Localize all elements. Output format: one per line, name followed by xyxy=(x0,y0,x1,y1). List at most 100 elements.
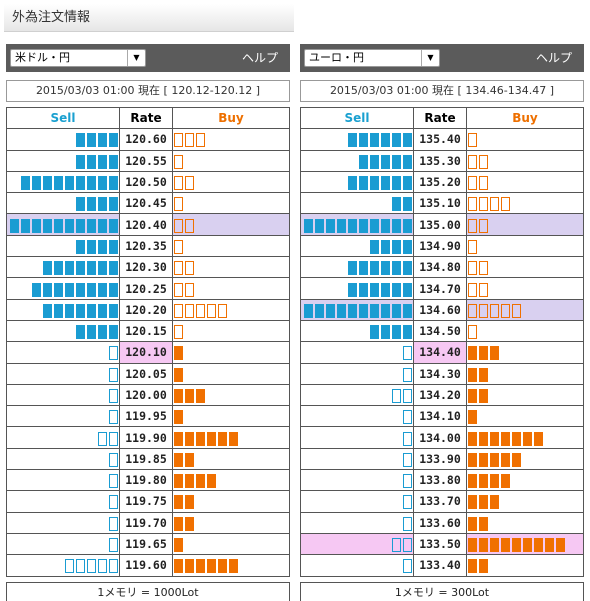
buy-block xyxy=(490,346,499,361)
buy-block xyxy=(523,538,532,553)
sell-block xyxy=(403,516,412,531)
sell-block xyxy=(98,261,107,276)
help-link[interactable]: ヘルプ xyxy=(535,51,572,65)
sell-block xyxy=(403,538,412,553)
order-book-row: 134.80 xyxy=(300,256,584,279)
rate-cell: 119.70 xyxy=(119,511,173,534)
sell-block xyxy=(109,303,118,318)
sell-volume-bar xyxy=(6,341,120,364)
order-book-row: 120.00 xyxy=(6,383,290,407)
buy-volume-bar xyxy=(172,362,290,385)
sell-block xyxy=(109,346,118,361)
sell-volume-bar xyxy=(300,532,414,556)
sell-block xyxy=(392,389,401,403)
buy-block xyxy=(185,389,194,403)
buy-block xyxy=(468,538,477,553)
buy-block xyxy=(174,559,183,574)
sell-block xyxy=(348,133,357,148)
sell-block xyxy=(87,154,96,169)
currency-pair-value: ユーロ・円 xyxy=(309,51,364,64)
order-book-row: 120.40 xyxy=(6,213,290,236)
buy-volume-bar xyxy=(172,532,290,556)
sell-block xyxy=(10,218,19,233)
sell-block xyxy=(403,133,412,148)
sell-block xyxy=(109,538,118,553)
buy-block xyxy=(468,239,477,254)
sell-volume-bar xyxy=(300,213,414,236)
rate-cell: 135.00 xyxy=(413,213,467,236)
sell-volume-bar xyxy=(6,426,120,449)
rate-cell: 120.35 xyxy=(119,234,173,258)
buy-block xyxy=(534,431,543,446)
buy-block xyxy=(468,218,477,233)
currency-pair-select[interactable]: 米ドル・円 ▼ xyxy=(10,49,146,67)
eur-jpy-panel: ユーロ・円 ▼ ヘルプ 2015/03/03 01:00 現在 [ 134.46… xyxy=(300,44,584,601)
sell-block xyxy=(65,261,74,276)
sell-block xyxy=(392,176,401,191)
buy-block xyxy=(479,389,488,403)
sell-block xyxy=(370,282,379,297)
chevron-down-icon[interactable]: ▼ xyxy=(127,50,145,66)
sell-volume-bar xyxy=(6,256,120,279)
sell-header: Sell xyxy=(300,106,414,130)
sell-block xyxy=(370,303,379,318)
sell-block xyxy=(109,410,118,425)
rate-cell: 120.25 xyxy=(119,277,173,300)
buy-block xyxy=(490,452,499,467)
sell-block xyxy=(54,282,63,297)
sell-volume-bar xyxy=(6,128,120,151)
buy-volume-bar xyxy=(172,447,290,471)
buy-block xyxy=(468,474,477,489)
sell-block xyxy=(403,218,412,233)
sell-volume-bar xyxy=(6,405,120,428)
sell-volume-bar xyxy=(6,170,120,194)
buy-block xyxy=(479,261,488,276)
sell-block xyxy=(359,154,368,169)
buy-block xyxy=(174,389,183,403)
sell-block xyxy=(403,303,412,318)
buy-volume-bar xyxy=(172,149,290,172)
buy-volume-bar xyxy=(466,170,584,194)
buy-block xyxy=(490,474,499,489)
order-book-row: 119.80 xyxy=(6,469,290,492)
buy-volume-bar xyxy=(172,170,290,194)
buy-block xyxy=(468,452,477,467)
order-book-row: 120.55 xyxy=(6,149,290,172)
buy-volume-bar xyxy=(466,298,584,321)
buy-block xyxy=(556,538,565,553)
sell-block xyxy=(76,197,85,212)
lot-scale-note: 1メモリ = 1000Lot xyxy=(6,581,290,601)
sell-block xyxy=(392,325,401,340)
buy-volume-bar xyxy=(172,213,290,236)
buy-volume-bar xyxy=(466,383,584,407)
rate-cell: 134.90 xyxy=(413,234,467,258)
order-book-row: 120.35 xyxy=(6,234,290,258)
sell-volume-bar xyxy=(300,426,414,449)
sell-block xyxy=(87,133,96,148)
usd-jpy-panel: 米ドル・円 ▼ ヘルプ 2015/03/03 01:00 現在 [ 120.12… xyxy=(6,44,290,601)
buy-block xyxy=(545,538,554,553)
chevron-down-icon[interactable]: ▼ xyxy=(421,50,439,66)
sell-volume-bar xyxy=(300,511,414,534)
help-link[interactable]: ヘルプ xyxy=(241,51,278,65)
buy-volume-bar xyxy=(172,511,290,534)
currency-pair-select[interactable]: ユーロ・円 ▼ xyxy=(304,49,440,67)
rate-cell: 120.60 xyxy=(119,128,173,151)
order-book-row: 134.60 xyxy=(300,298,584,321)
sell-block xyxy=(87,197,96,212)
sell-block xyxy=(315,218,324,233)
rate-cell: 120.05 xyxy=(119,362,173,385)
order-book-row: 119.60 xyxy=(6,554,290,577)
buy-block xyxy=(468,282,477,297)
sell-volume-bar xyxy=(300,554,414,577)
sell-block xyxy=(76,282,85,297)
buy-block xyxy=(229,559,238,574)
buy-volume-bar xyxy=(466,447,584,471)
order-book-row: 119.65 xyxy=(6,532,290,556)
sell-block xyxy=(392,282,401,297)
sell-block xyxy=(87,303,96,318)
sell-block xyxy=(403,410,412,425)
buy-block xyxy=(185,282,194,297)
sell-block xyxy=(359,218,368,233)
buy-block xyxy=(479,176,488,191)
